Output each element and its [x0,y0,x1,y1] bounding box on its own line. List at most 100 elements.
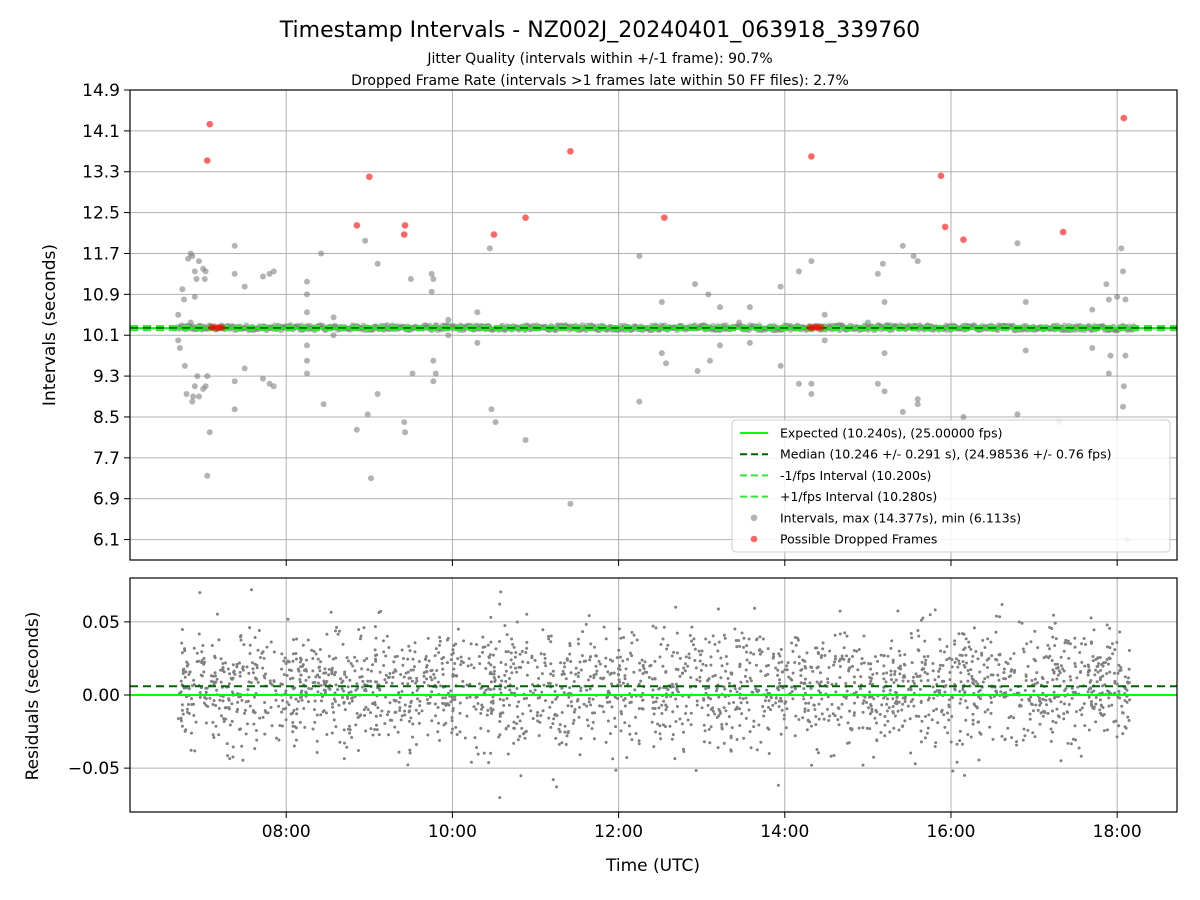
residual-point [413,650,417,654]
interval-point [474,309,481,316]
residual-point [1125,700,1129,704]
residual-point [408,748,412,752]
residual-point [525,646,529,650]
interval-point [187,319,194,326]
residual-point [674,682,678,686]
residual-point [182,686,186,690]
residual-point [294,726,298,730]
residual-point [515,686,519,690]
residual-point [393,668,397,672]
residual-point [1054,637,1058,641]
residual-point [507,677,511,681]
residual-point [409,668,413,672]
residual-point [342,757,346,761]
residual-point [901,702,905,706]
residual-point [687,652,691,656]
residual-point [950,714,954,718]
residual-point [551,674,555,678]
residual-point [1056,662,1060,666]
residual-point [660,703,664,707]
residual-point [606,700,610,704]
residual-point [362,659,366,663]
residual-point [592,673,596,677]
interval-point [874,380,881,387]
residual-point [783,701,787,705]
residual-point [654,730,658,734]
residual-point [441,667,445,671]
residual-point [385,634,389,638]
x-tick-label: 18:00 [1093,822,1142,842]
residual-point [977,758,981,762]
residual-point [282,659,286,663]
residual-point [827,666,831,670]
residual-point [424,654,428,658]
residual-point [211,720,215,724]
residual-point [896,709,900,713]
residual-point [581,630,585,634]
residual-point [577,642,581,646]
residual-point [844,681,848,685]
residual-point [785,664,789,668]
interval-point [303,357,310,364]
residual-point [334,656,338,660]
residual-point [284,689,288,693]
residual-point [514,650,518,654]
residual-point [726,676,730,680]
interval-point [430,276,437,283]
residual-point [489,706,493,710]
residual-point [606,719,610,723]
residual-point [489,680,493,684]
residual-point [919,679,923,683]
residual-point [777,699,781,703]
residual-point [809,665,813,669]
residual-point [975,706,979,710]
residual-point [1116,671,1120,675]
residual-point [593,711,597,715]
residual-point [861,701,865,705]
residual-point [970,677,974,681]
residual-point [528,689,532,693]
residual-point [222,720,226,724]
residual-point [418,704,422,708]
residual-point [754,687,758,691]
residual-point [837,723,841,727]
residual-point [782,717,786,721]
residual-point [623,674,627,678]
residual-point [931,685,935,689]
residual-point [214,724,218,728]
residual-point [430,690,434,694]
residual-point [594,654,598,658]
residual-point [374,680,378,684]
residual-point [255,663,259,667]
dropped-frame-point [1120,114,1128,122]
residual-point [311,657,315,661]
interval-point [705,291,712,298]
residual-point [1062,679,1066,683]
residual-point [433,654,437,658]
residual-point [430,719,434,723]
residual-point [330,731,334,735]
residual-point [1000,603,1004,607]
residual-point [217,733,221,737]
residual-point [958,653,962,657]
residual-point [749,746,753,750]
residual-point [521,712,525,716]
residual-point [409,700,413,704]
residual-point [911,675,915,679]
residual-point [1051,719,1055,723]
residual-point [493,678,497,682]
residual-point [604,656,608,660]
residual-point [1059,759,1063,763]
residual-point [1056,665,1060,669]
residual-point [738,707,742,711]
residual-point [350,696,354,700]
residual-point [862,634,866,638]
interval-point [428,288,435,295]
residual-point [883,714,887,718]
residual-point [698,679,702,683]
residual-point [927,713,931,717]
residual-point [443,702,447,706]
residual-point [411,735,415,739]
residual-point [513,655,517,659]
residual-point [322,682,326,686]
